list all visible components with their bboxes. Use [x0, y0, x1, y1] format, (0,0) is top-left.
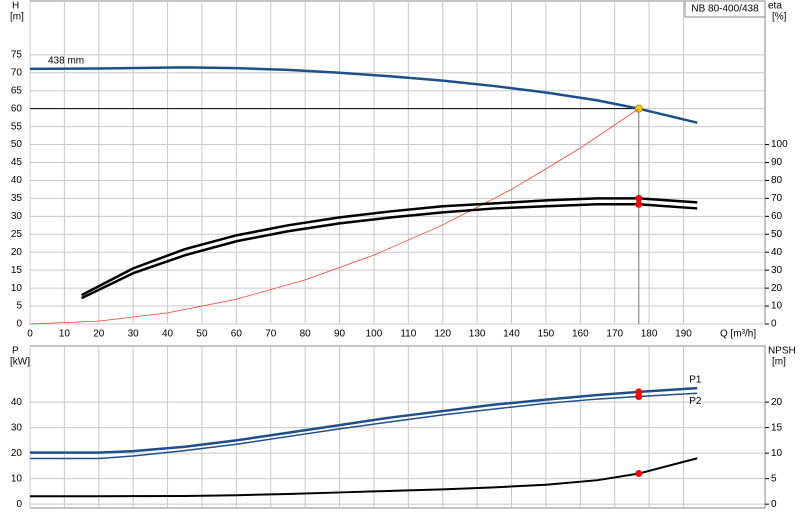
x-tick-label: 180 — [641, 329, 658, 340]
duty-point — [635, 194, 643, 202]
x-tick-label: 0 — [27, 329, 33, 340]
y2-axis-label: eta — [768, 1, 782, 12]
curve — [81, 203, 698, 300]
y2-tick-label: 10 — [771, 301, 783, 312]
curve — [81, 197, 698, 297]
y2-tick-label: 10 — [771, 448, 783, 459]
chart-title: NB 80-400/438 — [691, 4, 759, 15]
y-tick-label: 35 — [11, 193, 23, 204]
y-tick-label: 20 — [11, 448, 23, 459]
y2-tick-label: 30 — [771, 265, 783, 276]
y-axis-label: P — [12, 346, 19, 357]
y-tick-label: 10 — [11, 473, 23, 484]
y-tick-label: 0 — [16, 499, 22, 510]
y2-tick-label: 15 — [771, 422, 783, 433]
y-tick-label: 30 — [11, 422, 23, 433]
y2-tick-label: 20 — [771, 397, 783, 408]
curve — [29, 66, 698, 124]
y-tick-label: 70 — [11, 67, 23, 78]
y-tick-label: 55 — [11, 121, 23, 132]
curve — [30, 386, 698, 454]
y2-tick-label: 100 — [771, 139, 788, 150]
y2-tick-label: 5 — [771, 473, 777, 484]
plot-frame — [29, 345, 766, 509]
x-tick-label: 140 — [503, 329, 520, 340]
y2-tick-label: 40 — [771, 247, 783, 258]
duty-point — [635, 470, 643, 478]
y-tick-label: 20 — [11, 247, 23, 258]
y-tick-label: 50 — [11, 139, 23, 150]
y-axis-unit: [kW] — [10, 357, 30, 368]
y2-tick-label: 0 — [771, 499, 777, 510]
x-tick-label: 150 — [538, 329, 555, 340]
x-tick-label: 160 — [572, 329, 589, 340]
x-tick-label: 100 — [366, 329, 383, 340]
y2-axis-unit: [%] — [772, 12, 787, 23]
curve — [29, 108, 639, 325]
y-tick-label: 65 — [11, 85, 23, 96]
x-tick-label: 130 — [469, 329, 486, 340]
x-tick-label: 60 — [231, 329, 243, 340]
x-tick-label: 40 — [162, 329, 174, 340]
y2-tick-label: 70 — [771, 193, 783, 204]
y-tick-label: 45 — [11, 157, 23, 168]
curve — [30, 457, 698, 498]
x-tick-label: 120 — [434, 329, 451, 340]
x-tick-label: 110 — [400, 329, 416, 340]
y2-tick-label: 0 — [771, 319, 777, 330]
x-tick-label: 70 — [265, 329, 277, 340]
y-tick-label: 30 — [11, 211, 23, 222]
y-tick-label: 40 — [11, 175, 23, 186]
y-tick-label: 10 — [11, 283, 23, 294]
curve-label: P2 — [689, 396, 702, 407]
y2-tick-label: 60 — [771, 211, 783, 222]
y2-tick-label: 20 — [771, 283, 783, 294]
x-tick-label: 30 — [128, 329, 140, 340]
y-axis-unit: [m] — [10, 12, 24, 23]
x-tick-label: 170 — [606, 329, 623, 340]
x-axis-label: Q [m³/h] — [720, 329, 756, 340]
y2-tick-label: 90 — [771, 157, 783, 168]
y2-tick-label: 50 — [771, 229, 783, 240]
x-tick-label: 50 — [196, 329, 208, 340]
y-tick-label: 40 — [11, 397, 23, 408]
x-tick-label: 10 — [59, 329, 71, 340]
x-tick-label: 20 — [93, 329, 105, 340]
y-tick-label: 5 — [16, 301, 22, 312]
x-tick-label: 190 — [675, 329, 692, 340]
y-tick-label: 15 — [11, 265, 23, 276]
curve-label: P1 — [689, 375, 702, 386]
y-axis-label: H — [12, 1, 19, 12]
curve-label: 438 mm — [48, 55, 84, 66]
duty-point — [635, 200, 643, 208]
y2-axis-unit: [m] — [772, 357, 786, 368]
y2-tick-label: 80 — [771, 175, 783, 186]
y2-axis-label: NPSH — [768, 346, 796, 357]
title-box — [684, 0, 766, 18]
y-tick-label: 75 — [11, 49, 23, 60]
y-tick-label: 25 — [11, 229, 23, 240]
x-tick-label: 90 — [334, 329, 346, 340]
y-tick-label: 0 — [16, 319, 22, 330]
y-tick-label: 60 — [11, 103, 23, 114]
curve — [30, 392, 698, 460]
x-tick-label: 80 — [300, 329, 312, 340]
duty-point — [635, 393, 643, 401]
